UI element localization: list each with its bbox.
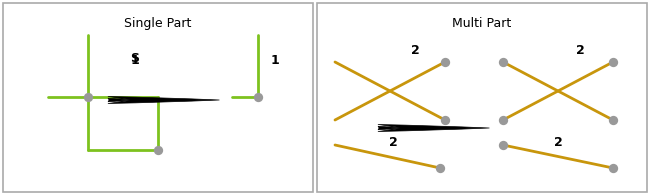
- Point: [498, 118, 508, 121]
- Text: 2: 2: [389, 136, 397, 150]
- Point: [440, 118, 450, 121]
- Point: [83, 95, 93, 98]
- Point: [498, 60, 508, 64]
- Point: [253, 95, 263, 98]
- Point: [435, 167, 445, 170]
- Point: [608, 118, 618, 121]
- Bar: [317, 3, 647, 192]
- Text: S: S: [131, 51, 140, 65]
- Point: [498, 144, 508, 147]
- Text: Single Part: Single Part: [124, 17, 192, 30]
- Point: [608, 167, 618, 170]
- Text: 1: 1: [270, 53, 280, 66]
- Point: [440, 60, 450, 64]
- Text: 2: 2: [554, 136, 562, 150]
- Text: 2: 2: [411, 43, 419, 57]
- Point: [153, 148, 163, 152]
- Point: [608, 60, 618, 64]
- Bar: [3, 3, 313, 192]
- Text: 1: 1: [131, 53, 139, 66]
- Text: 2: 2: [576, 43, 584, 57]
- Text: Multi Part: Multi Part: [452, 17, 512, 30]
